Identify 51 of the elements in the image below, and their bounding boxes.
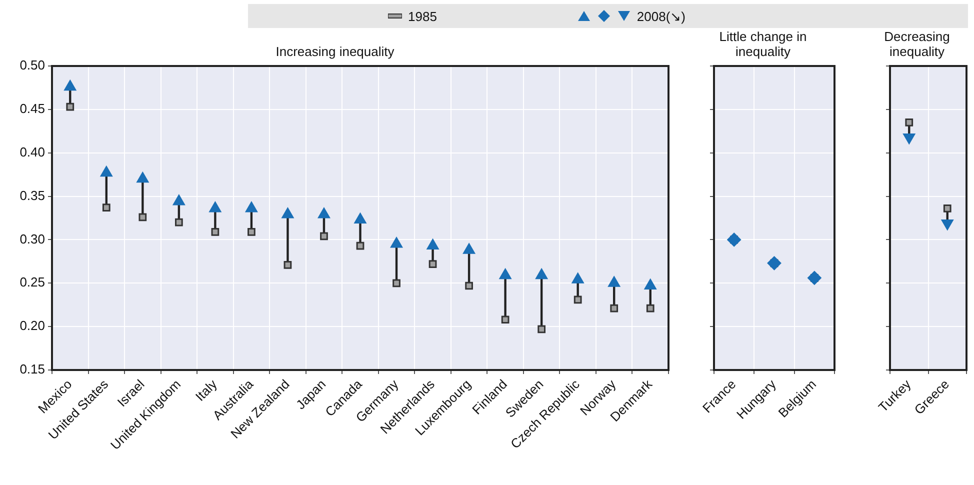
point [501, 316, 510, 324]
point [354, 212, 366, 224]
point [172, 194, 186, 206]
point [462, 243, 476, 254]
y-tick-label: 0.40 [20, 144, 45, 160]
point [572, 272, 584, 284]
legend-label: 1985 [408, 8, 437, 24]
point [390, 237, 403, 248]
chart-title: Increasing inequality [276, 44, 395, 60]
point [905, 118, 914, 126]
y-tick-label: 0.20 [20, 318, 45, 334]
point [248, 228, 256, 236]
point [356, 242, 364, 250]
point [499, 268, 512, 280]
point [138, 213, 147, 222]
point [610, 304, 618, 312]
point [174, 218, 183, 226]
point [608, 276, 620, 287]
y-tick-label: 0.25 [20, 274, 45, 290]
point [284, 260, 292, 269]
point [320, 232, 328, 240]
point [902, 133, 916, 144]
point [535, 268, 548, 280]
point [245, 201, 258, 212]
point [318, 208, 330, 218]
point [100, 166, 113, 177]
point [136, 172, 149, 183]
chart-title: Decreasing inequality [884, 29, 950, 60]
point [392, 279, 400, 288]
point [102, 204, 110, 212]
y-tick-label: 0.30 [20, 231, 45, 246]
point [644, 278, 656, 290]
x-tick-label: Italy [192, 376, 220, 404]
point [428, 260, 437, 268]
point [64, 80, 76, 91]
point [646, 304, 654, 312]
point [426, 238, 439, 250]
y-tick-label: 0.45 [20, 101, 45, 116]
point [574, 296, 582, 304]
point [211, 228, 220, 236]
point [538, 325, 546, 334]
point [941, 219, 954, 230]
y-tick-label: 0.35 [20, 188, 45, 203]
point [282, 208, 294, 218]
y-tick-label: 0.15 [20, 362, 45, 377]
y-tick-label: 0.50 [20, 58, 45, 73]
chart-title: Little change in inequality [719, 29, 807, 60]
point [943, 204, 952, 212]
point [465, 282, 473, 290]
point [209, 201, 222, 212]
legend-label: 2008(↘) [636, 8, 686, 24]
